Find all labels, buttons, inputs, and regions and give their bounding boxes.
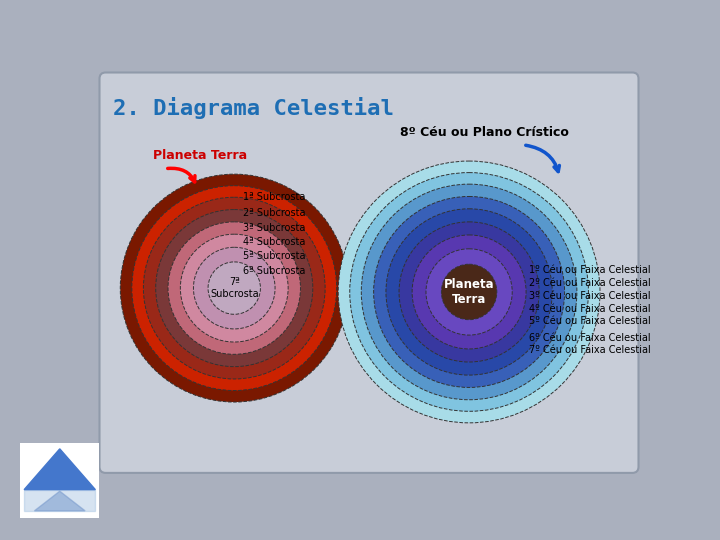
Circle shape — [441, 264, 497, 320]
Text: 1ª Subcrosta: 1ª Subcrosta — [243, 192, 306, 202]
Text: 6º Céu ou Faixa Celestial: 6º Céu ou Faixa Celestial — [529, 333, 651, 343]
Text: 2º Céu ou Faixa Celestial: 2º Céu ou Faixa Celestial — [529, 278, 651, 288]
Text: 2ª Subcrosta: 2ª Subcrosta — [243, 208, 306, 218]
Circle shape — [374, 197, 564, 387]
Circle shape — [143, 197, 325, 379]
FancyBboxPatch shape — [99, 72, 639, 473]
Polygon shape — [35, 491, 85, 511]
Text: 3ª Subcrosta: 3ª Subcrosta — [243, 223, 306, 233]
Polygon shape — [24, 490, 95, 511]
Circle shape — [180, 234, 288, 342]
Text: 3º Céu ou Faixa Celestial: 3º Céu ou Faixa Celestial — [529, 291, 651, 301]
Text: Planeta Terra: Planeta Terra — [153, 149, 248, 162]
Text: 8º Céu ou Plano Crístico: 8º Céu ou Plano Crístico — [400, 126, 569, 139]
Circle shape — [168, 222, 300, 354]
Text: 6ª Subcrosta: 6ª Subcrosta — [243, 266, 306, 276]
Text: 7º Céu ou Faixa Celestial: 7º Céu ou Faixa Celestial — [529, 346, 651, 355]
Circle shape — [120, 174, 348, 402]
Text: 5º Céu ou Faixa Celestial: 5º Céu ou Faixa Celestial — [529, 316, 651, 326]
Circle shape — [386, 209, 552, 375]
Text: 2. Diagrama Celestial: 2. Diagrama Celestial — [113, 97, 395, 119]
Circle shape — [156, 210, 312, 367]
Circle shape — [399, 222, 539, 362]
Text: 7ª
Subcrosta: 7ª Subcrosta — [210, 278, 258, 299]
Circle shape — [350, 173, 588, 411]
Text: 5ª Subcrosta: 5ª Subcrosta — [243, 251, 306, 261]
Circle shape — [426, 249, 512, 335]
Circle shape — [338, 161, 600, 423]
Circle shape — [132, 186, 337, 390]
Circle shape — [412, 235, 526, 349]
Circle shape — [361, 184, 577, 400]
Circle shape — [194, 247, 275, 329]
Text: 1º Céu ou Faixa Celestial: 1º Céu ou Faixa Celestial — [529, 265, 651, 275]
FancyBboxPatch shape — [19, 441, 101, 520]
Text: 4ª Subcrosta: 4ª Subcrosta — [243, 237, 306, 247]
Polygon shape — [24, 449, 95, 490]
Text: 4º Céu ou Faixa Celestial: 4º Céu ou Faixa Celestial — [529, 304, 651, 314]
Text: Planeta
Terra: Planeta Terra — [444, 278, 495, 306]
Circle shape — [208, 262, 261, 314]
